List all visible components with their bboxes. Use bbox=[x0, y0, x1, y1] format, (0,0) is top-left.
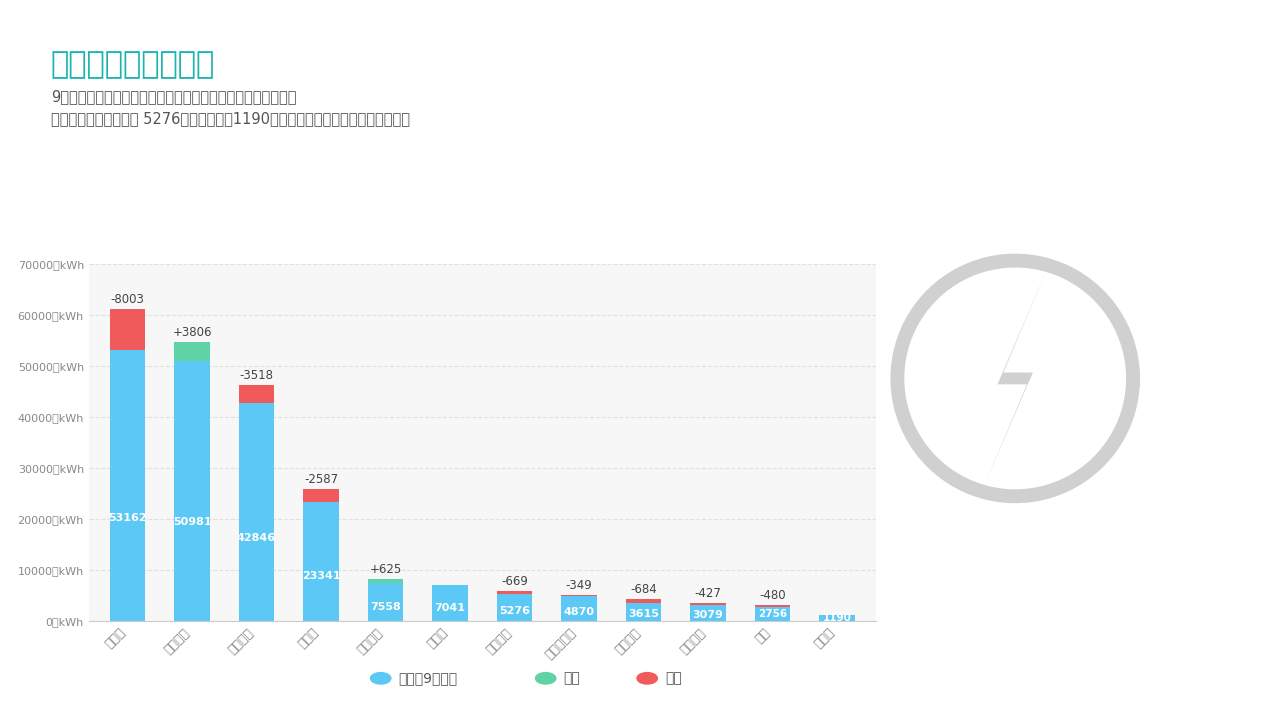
Bar bbox=[690, 605, 726, 621]
Text: 3615: 3615 bbox=[628, 609, 659, 619]
Bar bbox=[755, 607, 791, 621]
Bar bbox=[820, 615, 854, 621]
Text: 汽车电子设计: 汽车电子设计 bbox=[1156, 71, 1198, 85]
Bar bbox=[433, 585, 468, 621]
Text: 42846: 42846 bbox=[237, 533, 277, 543]
Text: 23341: 23341 bbox=[302, 571, 340, 581]
Text: -2587: -2587 bbox=[305, 473, 338, 486]
Bar bbox=[239, 385, 274, 403]
Bar bbox=[561, 595, 596, 596]
Bar bbox=[626, 599, 661, 603]
Text: 增长: 增长 bbox=[563, 671, 580, 685]
Text: 充电量9月万度: 充电量9月万度 bbox=[398, 671, 458, 685]
Bar bbox=[110, 350, 145, 621]
Bar bbox=[690, 603, 726, 605]
Text: 减少: 减少 bbox=[665, 671, 681, 685]
Text: 2756: 2756 bbox=[758, 609, 787, 619]
Text: 53162: 53162 bbox=[108, 513, 147, 523]
Text: 7041: 7041 bbox=[434, 603, 466, 613]
Bar bbox=[755, 605, 791, 607]
Text: -3518: -3518 bbox=[240, 368, 274, 382]
Text: 5276: 5276 bbox=[499, 606, 530, 616]
Text: 7558: 7558 bbox=[371, 601, 401, 611]
Bar bbox=[303, 502, 339, 621]
Text: -480: -480 bbox=[759, 588, 786, 602]
Text: +3806: +3806 bbox=[173, 326, 212, 338]
Bar bbox=[110, 309, 145, 350]
Text: -349: -349 bbox=[566, 578, 593, 591]
Text: 1190: 1190 bbox=[822, 613, 851, 623]
Bar bbox=[239, 403, 274, 621]
Text: 3079: 3079 bbox=[693, 610, 723, 620]
Bar bbox=[626, 603, 661, 621]
Bar bbox=[496, 594, 532, 621]
Text: -669: -669 bbox=[501, 575, 528, 588]
Text: -684: -684 bbox=[631, 583, 657, 596]
Bar bbox=[561, 596, 596, 621]
Text: -8003: -8003 bbox=[110, 293, 145, 306]
Text: 运营商充电量的比较: 运营商充电量的比较 bbox=[51, 50, 214, 79]
Text: 50981: 50981 bbox=[173, 518, 212, 528]
Text: 4870: 4870 bbox=[563, 607, 594, 617]
Text: 9月份，除了国家电网以外，其他运营商的数据大致有一个预览: 9月份，除了国家电网以外，其他运营商的数据大致有一个预览 bbox=[51, 89, 296, 104]
Bar bbox=[368, 580, 404, 583]
Bar bbox=[303, 489, 339, 502]
Polygon shape bbox=[982, 266, 1048, 491]
Text: -427: -427 bbox=[694, 587, 721, 600]
Bar bbox=[496, 591, 532, 594]
Text: +625: +625 bbox=[369, 563, 401, 576]
Bar bbox=[174, 361, 209, 621]
Text: ⊙ʷ⊙: ⊙ʷ⊙ bbox=[1156, 38, 1198, 57]
Bar bbox=[368, 583, 404, 621]
Text: 车企的几家里面，蔚来 5276万度，开迈斯1190万度，大部分运营的数据还是下降的: 车企的几家里面，蔚来 5276万度，开迈斯1190万度，大部分运营的数据还是下降… bbox=[51, 111, 410, 126]
Bar bbox=[174, 342, 209, 361]
